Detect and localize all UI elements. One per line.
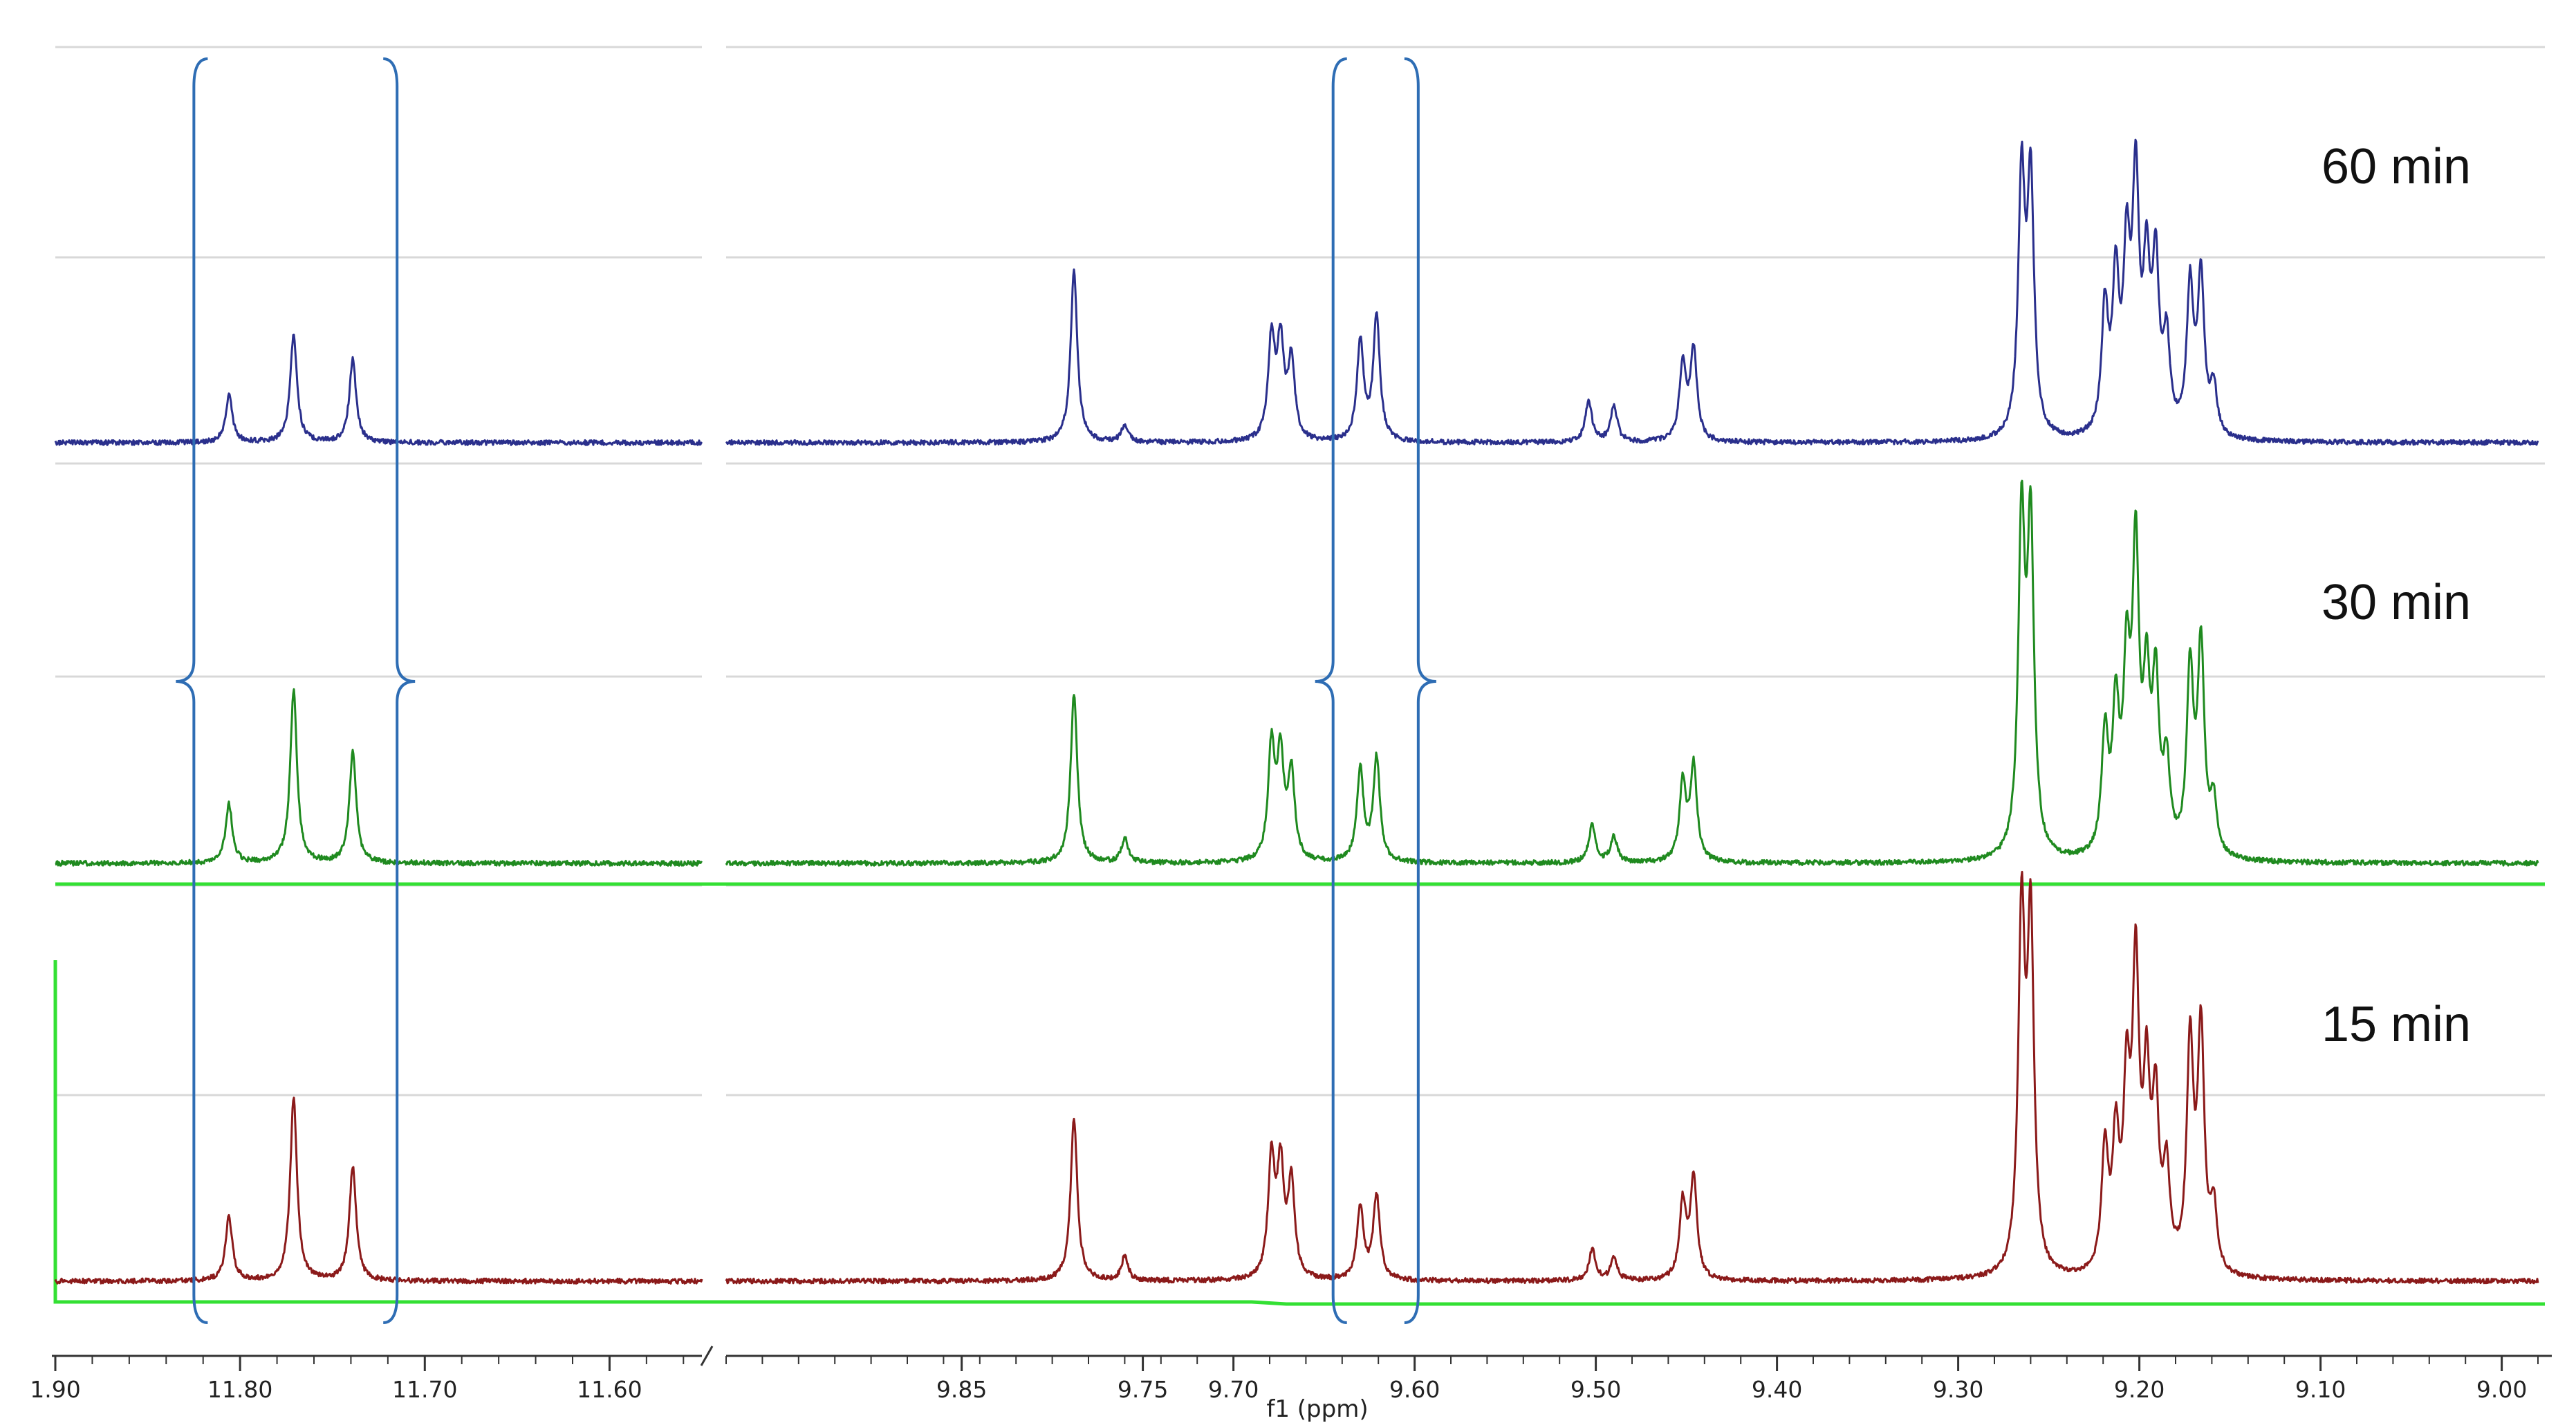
spectrum-trace-right [725,870,2539,1285]
x-tick-label: 9.40 [1752,1376,1802,1403]
highlight-brackets [176,57,1436,1324]
x-tick-label: 1.90 [30,1376,80,1403]
x-tick-label: 9.30 [1933,1376,1983,1403]
spectra-traces [54,138,2539,1285]
axis-break-mark [700,1346,714,1366]
spectrum-30-min [55,479,2539,867]
bracket-left-1 [1315,57,1347,1324]
bracket-right-0 [382,57,416,1324]
x-tick-label: 9.70 [1208,1376,1259,1403]
x-tick-label: 11.80 [207,1376,272,1403]
x-tick-label: 11.70 [392,1376,457,1403]
x-tick-label: 9.00 [2476,1376,2527,1403]
x-axis: 1.90 11.80 11.70 11.60 9.85 9.75 9.70 9.60 9.50 9… [30,1346,2552,1403]
bracket-left-0 [176,57,208,1324]
bracket-right-1 [1404,57,1436,1324]
spectrum-60-min [54,138,2539,446]
series-label-60-min: 60 min [2322,139,2471,194]
x-tick-label: 9.20 [2114,1376,2165,1403]
spectrum-15-min [54,870,2539,1285]
integral-baselines [53,882,2545,1306]
gridlines [55,46,2545,1096]
spectrum-trace-right [725,479,2539,867]
spectrum-trace-left [54,333,703,446]
integral-line-lower [53,960,2545,1306]
series-label-30-min: 30 min [2322,575,2471,630]
x-tick-label: 11.60 [577,1376,642,1403]
spectrum-trace-right [725,138,2539,446]
x-axis-title: f1 (ppm) [1266,1395,1368,1423]
x-tick-label: 9.60 [1389,1376,1440,1403]
spectrum-trace-left [54,1096,703,1285]
x-tick-label: 9.10 [2295,1376,2346,1403]
x-tick-label: 9.75 [1118,1376,1168,1403]
series-label-15-min: 15 min [2322,997,2471,1052]
spectrum-trace-left [55,688,703,867]
x-tick-label: 9.85 [936,1376,987,1403]
x-tick-label: 9.50 [1570,1376,1621,1403]
